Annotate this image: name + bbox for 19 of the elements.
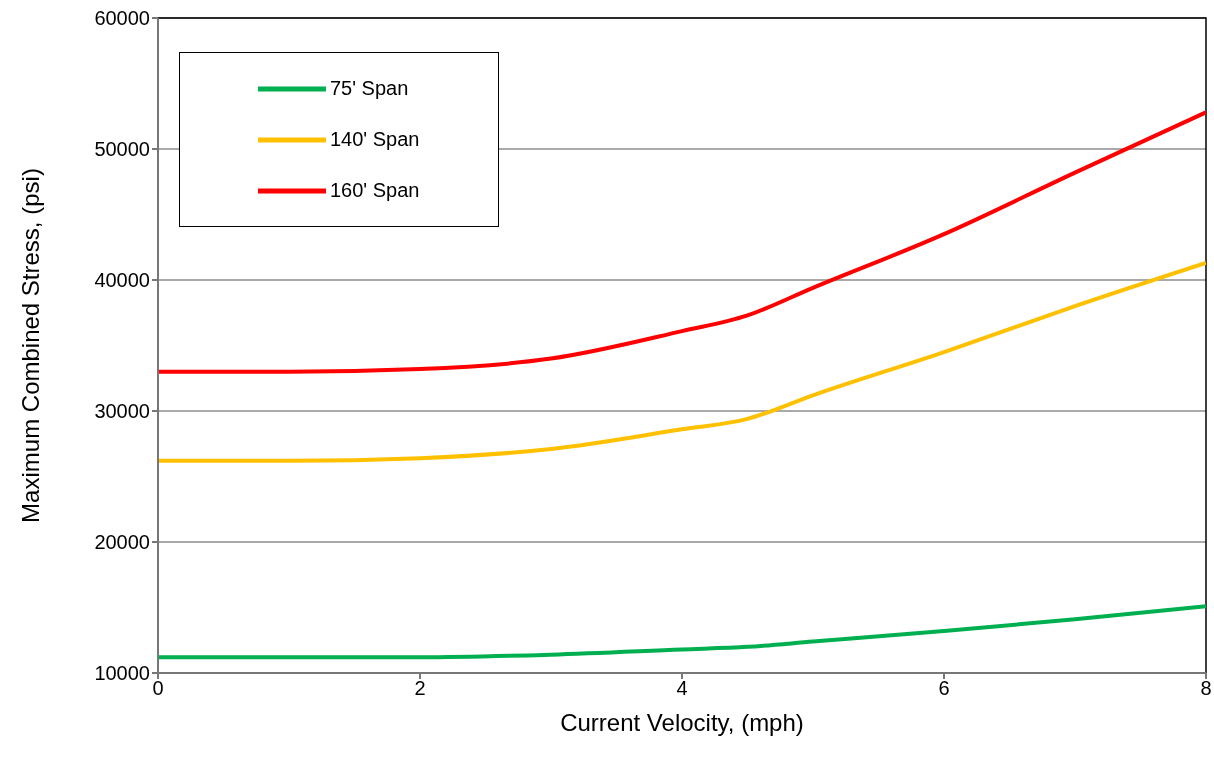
x-tick-label: 4 <box>676 677 688 700</box>
line-series <box>158 604 1206 660</box>
y-tick-label: 50000 <box>94 138 150 161</box>
y-tick-label: 30000 <box>94 400 150 423</box>
x-tick-label: 6 <box>938 677 950 700</box>
line-series <box>158 110 1206 374</box>
y-tick-label: 10000 <box>94 662 150 685</box>
x-tick-label: 8 <box>1200 677 1212 700</box>
y-tick-label: 60000 <box>94 7 150 30</box>
legend-label: 160' Span <box>330 179 420 202</box>
y-tick-label: 20000 <box>94 531 150 554</box>
y-axis-title: Maximum Combined Stress, (psi) <box>16 168 44 523</box>
x-tick-label: 0 <box>152 677 164 700</box>
legend-label: 140' Span <box>330 128 420 151</box>
x-tick-label: 2 <box>414 677 426 700</box>
x-axis-title: Current Velocity, (mph) <box>560 709 804 736</box>
line-series <box>158 260 1206 463</box>
legend-label: 75' Span <box>330 77 409 100</box>
y-tick-label: 40000 <box>94 269 150 292</box>
